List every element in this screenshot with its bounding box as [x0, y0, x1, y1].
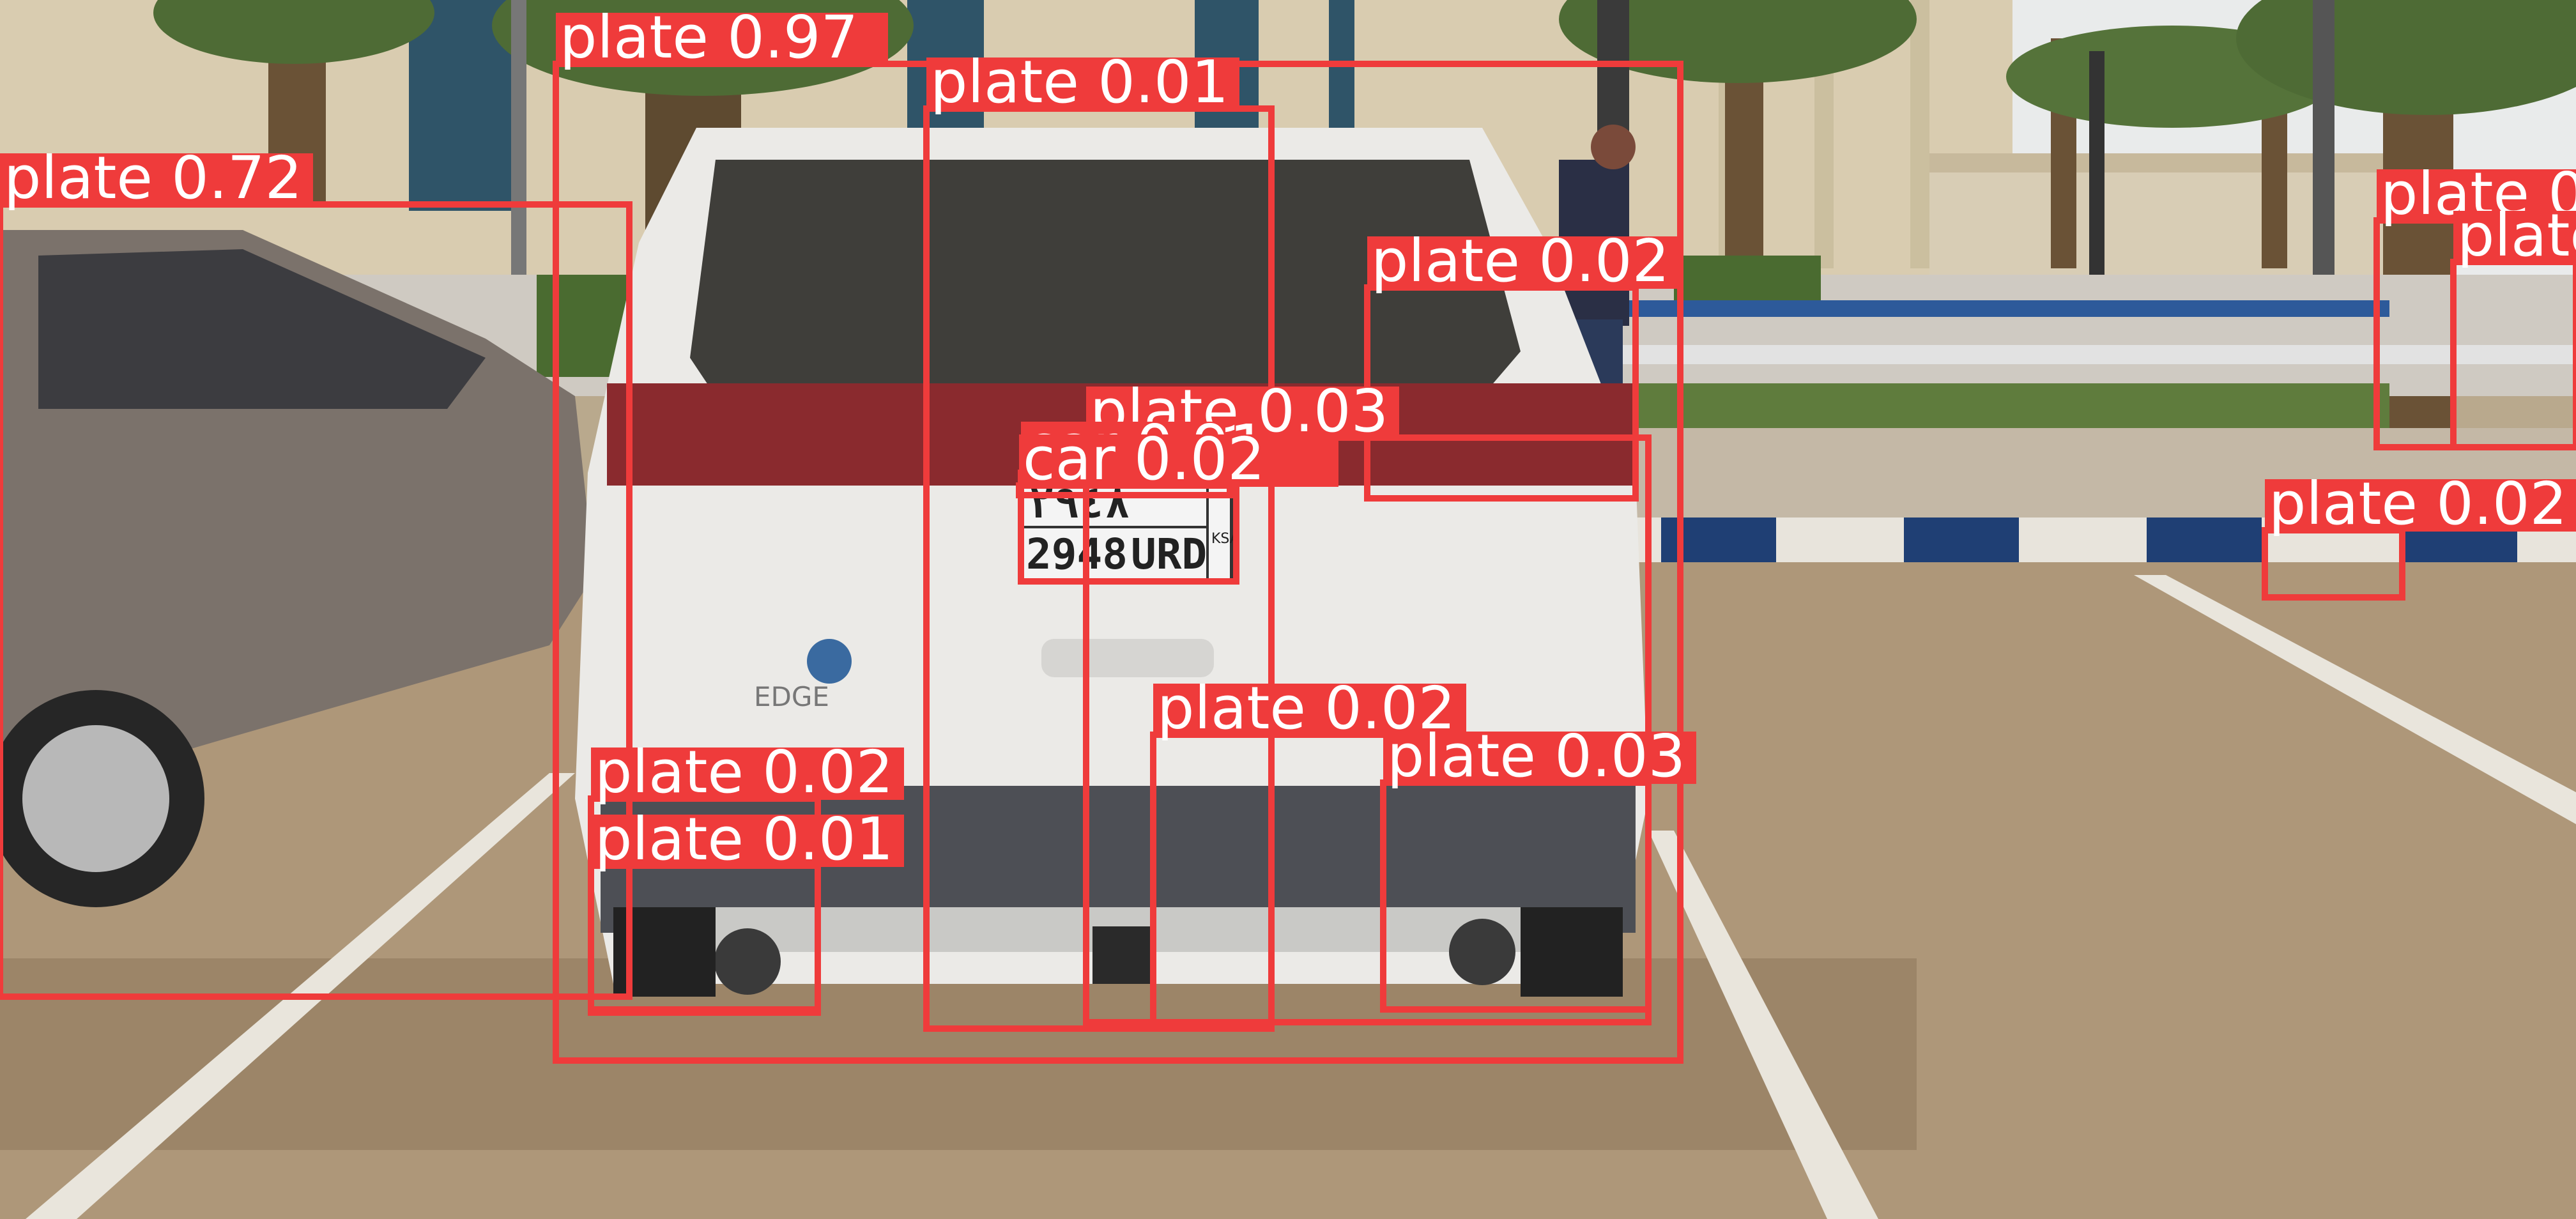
- detection-label: plate 0.03: [1387, 722, 1685, 790]
- detection-label-bg: [1153, 684, 1466, 736]
- palm-fronds: [153, 0, 434, 64]
- detection-label: plate 0.97: [560, 3, 858, 72]
- detection-label-bg: [2453, 211, 2576, 263]
- detection-label-bg: [556, 13, 888, 65]
- curb-blue-white: [1623, 345, 2576, 364]
- detection-plate: plate 0.01: [923, 48, 1275, 1032]
- detection-label-bg: [0, 153, 313, 206]
- detection-box: [0, 201, 632, 1000]
- detection-box: [1364, 284, 1639, 502]
- detection-label: plate 0.02: [1371, 227, 1669, 295]
- suv-badge: [807, 639, 852, 684]
- detection-plate: plate 0.02: [1364, 227, 1680, 502]
- lamp-pole: [511, 0, 526, 294]
- building-window: [1329, 0, 1354, 141]
- detection-label-bg: [1019, 434, 1338, 487]
- detection-plate: plate 0.02: [1150, 674, 1652, 1025]
- detection-label: car 0.02: [1023, 425, 1265, 493]
- hedge: [1674, 256, 1821, 300]
- grey-car-window: [38, 249, 486, 409]
- parking-line: [2134, 575, 2576, 824]
- detection-label: plate 0.72: [4, 144, 302, 212]
- detection-label: plate 0.02: [1157, 674, 1455, 742]
- detection-plate: plate 0.97: [553, 3, 1683, 1064]
- detection-label-bg: [591, 815, 904, 867]
- detection-plate: plate 0.01: [588, 805, 904, 1016]
- detection-box: [553, 61, 1683, 1064]
- detection-box: [2262, 527, 2405, 601]
- curb-blue-white: [1623, 300, 2389, 317]
- detection-box: [588, 862, 821, 1016]
- detection-plate: plate 0.02: [588, 738, 904, 1013]
- detection-car: car 0.02: [1016, 425, 1338, 498]
- grey-car-rim: [22, 725, 169, 872]
- plate-letters: URD: [1131, 530, 1207, 579]
- detection-label-bg: [1383, 732, 1696, 784]
- suv-model-badge: EDGE: [754, 681, 829, 712]
- detection-label: plate 0.01: [930, 48, 1229, 116]
- detection-plate: plate 0.72: [0, 144, 632, 1000]
- detection-label-bg: [2265, 479, 2576, 532]
- suv-tow-hitch: [1092, 926, 1150, 984]
- lamp-pole: [2089, 51, 2104, 307]
- building-pillar: [1910, 0, 1929, 268]
- detection-label: plate 0.01: [595, 805, 893, 873]
- detection-label-bg: [926, 57, 1239, 110]
- detection-label: plate: [2457, 201, 2576, 270]
- parking-line: [1648, 831, 1878, 1219]
- plate-number: 2948: [1026, 530, 1128, 579]
- detection-label-bg: [1367, 236, 1680, 289]
- detection-label: plate 0.02: [595, 738, 893, 806]
- detection-box: [923, 105, 1275, 1032]
- suv-exhaust: [714, 928, 781, 995]
- lawn: [1623, 383, 2389, 434]
- detection-plate: plate 0.02: [2262, 470, 2576, 601]
- detection-box: [2450, 259, 2576, 450]
- detection-plate: plate 0.03: [1380, 722, 1696, 1013]
- person-head: [1591, 125, 1636, 169]
- detection-box: [1380, 779, 1652, 1013]
- detection-plate: plate: [2450, 201, 2576, 450]
- suv-rear-window: [690, 160, 1521, 396]
- detection-label-bg: [591, 747, 904, 800]
- detection-label: plate 0.02: [2269, 470, 2567, 538]
- suv-exhaust: [1449, 919, 1515, 985]
- suv-wheel: [1521, 907, 1623, 997]
